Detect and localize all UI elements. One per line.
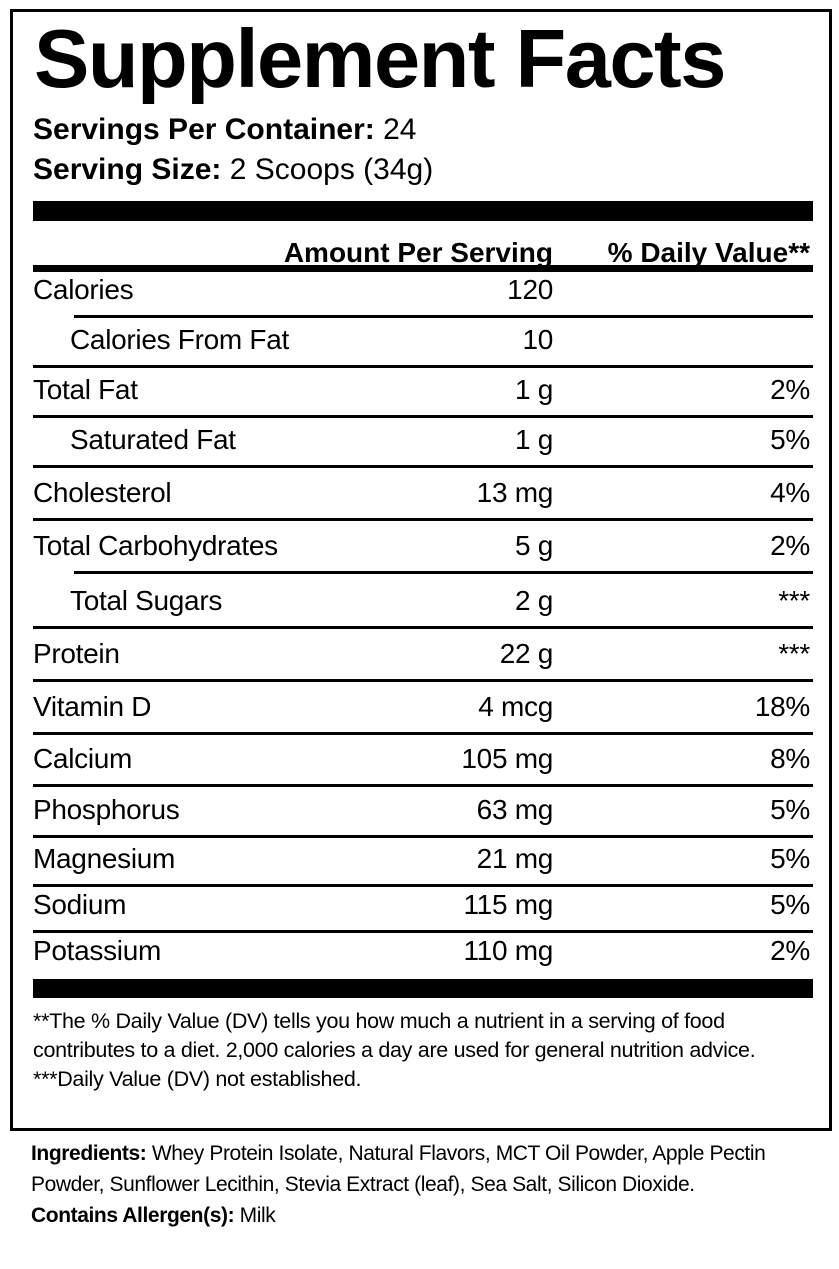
- nutrient-name: Total Fat: [33, 374, 138, 405]
- footnotes: **The % Daily Value (DV) tells you how m…: [33, 1007, 813, 1094]
- thick-divider: [33, 201, 813, 221]
- row-divider: [33, 626, 813, 629]
- nutrient-daily-value: 8%: [770, 743, 810, 774]
- nutrient-name: Protein: [33, 638, 120, 669]
- nutrient-amount: 120: [507, 274, 553, 305]
- column-header: Amount Per Serving % Daily Value**: [33, 230, 810, 276]
- nutrient-row: Sodium 115 mg 5%: [33, 887, 813, 933]
- nutrient-amount: 1 g: [514, 374, 553, 405]
- ingredients-section: Ingredients: Whey Protein Isolate, Natur…: [31, 1138, 816, 1231]
- not-established-footnote: ***Daily Value (DV) not established.: [33, 1067, 362, 1091]
- serving-size: Serving Size: 2 Scoops (34g): [33, 153, 434, 186]
- panel-title: Supplement Facts: [34, 12, 726, 105]
- nutrient-row: Total Carbohydrates 5 g 2%: [33, 521, 813, 574]
- nutrient-daily-value: 4%: [770, 477, 810, 508]
- nutrient-row: Magnesium 21 mg 5%: [33, 838, 813, 887]
- row-divider: [33, 465, 813, 468]
- row-divider: [33, 884, 813, 887]
- nutrient-name: Vitamin D: [33, 691, 152, 722]
- row-divider: [33, 518, 813, 521]
- nutrient-amount: 63 mg: [476, 794, 554, 825]
- nutrient-name: Saturated Fat: [70, 424, 236, 455]
- nutrient-amount: 110 mg: [463, 935, 553, 966]
- row-divider: [33, 732, 813, 735]
- nutrient-amount: 1 g: [514, 424, 553, 455]
- nutrient-daily-value: 5%: [770, 843, 810, 874]
- nutrient-daily-value: ***: [778, 638, 810, 669]
- row-divider: [33, 365, 813, 368]
- nutrient-name: Magnesium: [33, 843, 176, 874]
- header-divider: [33, 265, 813, 272]
- nutrient-row: Calories From Fat 10: [33, 318, 813, 368]
- row-divider: [33, 930, 813, 933]
- nutrient-row: Saturated Fat 1 g 5%: [33, 418, 813, 468]
- daily-value-header: % Daily Value**: [607, 237, 810, 268]
- row-divider: [33, 835, 813, 838]
- daily-value-footnote: **The % Daily Value (DV) tells you how m…: [33, 1009, 756, 1062]
- nutrient-name: Phosphorus: [33, 794, 180, 825]
- row-divider: [33, 415, 813, 418]
- nutrient-row: Calcium 105 mg 8%: [33, 735, 813, 787]
- bottom-divider: [33, 979, 813, 998]
- ingredients: Ingredients: Whey Protein Isolate, Natur…: [31, 1142, 766, 1196]
- supplement-facts-panel: Supplement Facts Servings Per Container:…: [10, 9, 832, 1131]
- nutrient-name: Total Carbohydrates: [33, 530, 278, 561]
- nutrient-row: Calories 120: [33, 272, 813, 318]
- nutrient-amount: 4 mcg: [478, 691, 553, 722]
- nutrient-amount: 21 mg: [476, 843, 554, 874]
- nutrient-name: Calcium: [33, 743, 133, 774]
- row-divider: [74, 315, 813, 318]
- nutrient-name: Potassium: [33, 935, 162, 966]
- nutrient-daily-value: 5%: [770, 889, 810, 920]
- servings-per-container: Servings Per Container: 24: [33, 113, 417, 146]
- nutrient-amount: 10: [522, 324, 553, 355]
- nutrient-amount: 5 g: [514, 530, 553, 561]
- row-divider: [33, 784, 813, 787]
- nutrient-amount: 13 mg: [476, 477, 554, 508]
- nutrient-row: Total Fat 1 g 2%: [33, 368, 813, 418]
- nutrient-row: Protein 22 g ***: [33, 629, 813, 682]
- allergens: Contains Allergen(s): Milk: [31, 1204, 276, 1227]
- nutrient-row: Total Sugars 2 g ***: [33, 574, 813, 629]
- amount-header: Amount Per Serving: [283, 237, 553, 268]
- nutrient-name: Sodium: [33, 889, 127, 920]
- nutrient-daily-value: ***: [778, 585, 810, 616]
- row-divider: [74, 571, 813, 574]
- nutrient-name: Calories From Fat: [70, 324, 289, 355]
- nutrient-amount: 22 g: [499, 638, 554, 669]
- nutrient-daily-value: 2%: [770, 935, 810, 966]
- nutrient-amount: 115 mg: [463, 889, 553, 920]
- row-divider: [33, 679, 813, 682]
- nutrient-daily-value: 18%: [754, 691, 810, 722]
- nutrient-name: Calories: [33, 274, 134, 305]
- nutrient-amount: 2 g: [514, 585, 553, 616]
- nutrient-amount: 105 mg: [461, 743, 553, 774]
- nutrient-name: Total Sugars: [70, 585, 223, 616]
- nutrient-row: Cholesterol 13 mg 4%: [33, 468, 813, 521]
- nutrient-name: Cholesterol: [33, 477, 172, 508]
- nutrient-daily-value: 5%: [770, 794, 810, 825]
- nutrient-row: Vitamin D 4 mcg 18%: [33, 682, 813, 735]
- nutrient-row: Phosphorus 63 mg 5%: [33, 787, 813, 838]
- nutrient-daily-value: 5%: [770, 424, 810, 455]
- nutrient-row: Potassium 110 mg 2%: [33, 933, 813, 976]
- nutrient-daily-value: 2%: [770, 374, 810, 405]
- nutrient-daily-value: 2%: [770, 530, 810, 561]
